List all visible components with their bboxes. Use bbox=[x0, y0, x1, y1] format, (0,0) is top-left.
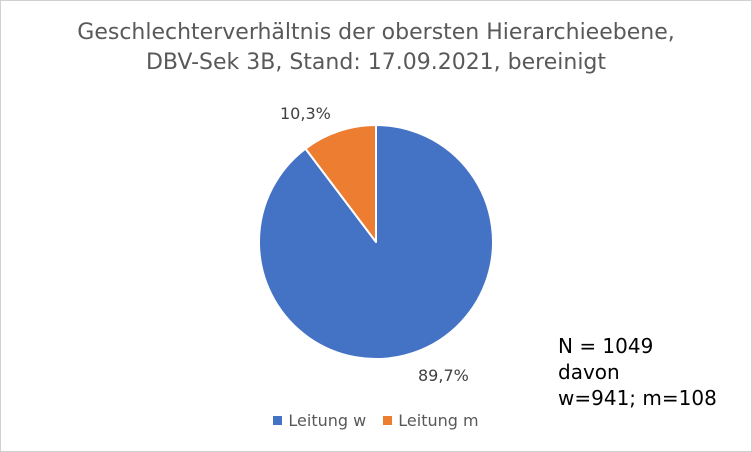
chart-title-line-2: DBV-Sek 3B, Stand: 17.09.2021, bereinigt bbox=[145, 50, 607, 75]
pie-slice-leitung-m bbox=[304, 124, 377, 243]
note-line-2: davon bbox=[558, 360, 620, 384]
chart-title-line-1: Geschlechterverhältnis der obersten Hier… bbox=[77, 20, 675, 45]
legend-item-leitung-w: Leitung w bbox=[273, 411, 366, 430]
chart-title: Geschlechterverhältnis der obersten Hier… bbox=[0, 18, 752, 78]
data-label-leitung-w: 89,7% bbox=[418, 366, 469, 385]
legend: Leitung w Leitung m bbox=[0, 411, 752, 430]
legend-swatch-leitung-w bbox=[273, 416, 283, 425]
note-line-3: w=941; m=108 bbox=[558, 386, 717, 410]
legend-label-leitung-m: Leitung m bbox=[398, 411, 479, 430]
data-label-leitung-m: 10,3% bbox=[280, 104, 331, 123]
legend-swatch-leitung-m bbox=[383, 416, 393, 425]
sample-size-note: N = 1049 davon w=941; m=108 bbox=[558, 333, 717, 411]
legend-item-leitung-m: Leitung m bbox=[383, 411, 479, 430]
note-line-1: N = 1049 bbox=[558, 334, 654, 358]
legend-label-leitung-w: Leitung w bbox=[288, 411, 367, 430]
